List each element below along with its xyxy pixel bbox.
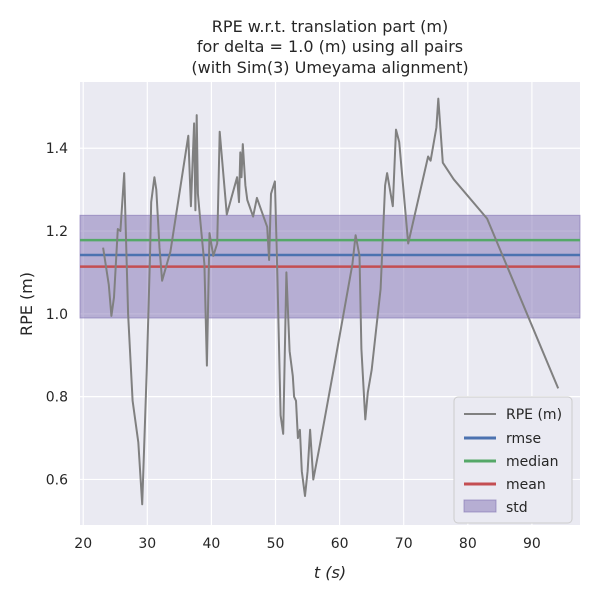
x-tick-label: 60	[331, 536, 349, 552]
y-axis-label: RPE (m)	[17, 272, 36, 336]
x-tick-label: 80	[459, 536, 477, 552]
y-tick-label: 0.8	[46, 390, 68, 406]
legend-label-rmse: rmse	[506, 431, 541, 447]
x-tick-label: 40	[202, 536, 220, 552]
y-tick-label: 1.0	[46, 307, 68, 323]
legend-label-rpe: RPE (m)	[506, 407, 562, 423]
title-line-3: (with Sim(3) Umeyama alignment)	[191, 58, 468, 77]
legend-label-mean: mean	[506, 477, 546, 493]
y-tick-labels: 0.6 0.8 1.0 1.2 1.4	[46, 141, 68, 488]
x-tick-label: 50	[267, 536, 285, 552]
series-layer	[102, 97, 560, 506]
chart-title: RPE w.r.t. translation part (m) for delt…	[191, 17, 468, 77]
x-axis-label: t (s)	[314, 563, 346, 582]
legend-swatch-std	[463, 499, 497, 513]
x-tick-label: 90	[523, 536, 541, 552]
x-tick-labels: 20 30 40 50 60 70 80 90	[74, 536, 541, 552]
title-line-1: RPE w.r.t. translation part (m)	[212, 17, 448, 36]
legend-label-std: std	[506, 500, 528, 516]
x-tick-label: 30	[138, 536, 156, 552]
y-tick-label: 1.4	[46, 141, 68, 157]
rpe-series-line	[102, 97, 560, 506]
y-tick-label: 1.2	[46, 224, 68, 240]
legend-label-median: median	[506, 454, 558, 470]
x-tick-label: 70	[395, 536, 413, 552]
y-tick-label: 0.6	[46, 472, 68, 488]
x-tick-label: 20	[74, 536, 92, 552]
title-line-2: for delta = 1.0 (m) using all pairs	[197, 37, 463, 56]
legend-box	[453, 396, 573, 524]
legend: RPE (m) rmse median mean std	[453, 396, 573, 524]
